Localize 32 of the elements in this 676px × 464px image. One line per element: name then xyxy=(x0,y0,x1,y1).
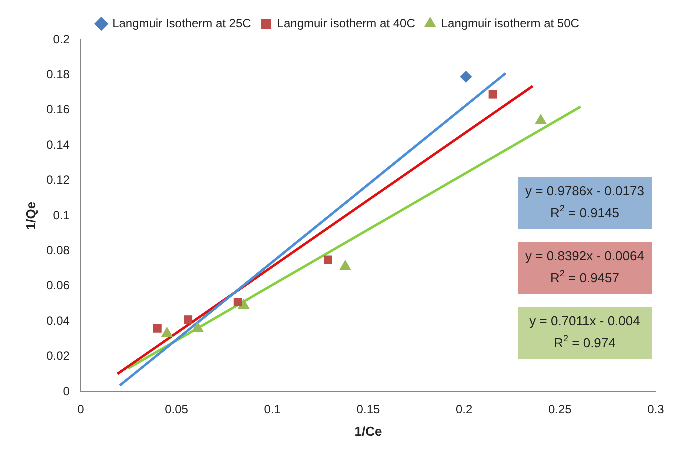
point xyxy=(184,316,193,324)
x-tick-label: 0.05 xyxy=(165,402,189,417)
point xyxy=(324,256,332,264)
point xyxy=(234,298,242,306)
y-tick-label: 0.06 xyxy=(46,278,70,293)
point xyxy=(153,324,162,333)
x-tick-label: 0 xyxy=(78,402,85,417)
y-axis-title: 1/Qe xyxy=(23,202,38,230)
y-tick-label: 0.02 xyxy=(46,349,70,364)
y-tick-label: 0.1 xyxy=(53,208,70,222)
x-tick-label: 0.3 xyxy=(648,402,665,417)
y-tick-label: 0.08 xyxy=(46,244,70,258)
x-tick-label: 0.25 xyxy=(548,402,572,417)
y-tick-label: 0.04 xyxy=(46,314,70,328)
x-tick-label: 0.15 xyxy=(356,402,380,417)
y-tick-label: 0 xyxy=(63,384,70,398)
x-tick-label: 0.2 xyxy=(456,402,473,417)
point xyxy=(339,260,352,271)
y-tick-label: 0.16 xyxy=(46,102,70,117)
point xyxy=(460,70,472,83)
legend-label: Langmuir Isotherm at 25C xyxy=(112,16,252,30)
x-axis-title: 1/Ce xyxy=(354,424,382,439)
x-tick-label: 0.1 xyxy=(264,402,282,417)
point xyxy=(488,90,498,99)
y-tick-label: 0.14 xyxy=(46,138,70,152)
legend-label: Langmuir isotherm at 40C xyxy=(277,16,416,30)
y-tick-label: 0.2 xyxy=(53,32,70,46)
point xyxy=(192,322,204,332)
y-tick-label: 0.18 xyxy=(46,68,70,82)
point xyxy=(161,326,174,338)
legend-label: Langmuir isotherm at 50C xyxy=(441,16,580,30)
y-tick-label: 0.12 xyxy=(46,173,70,188)
